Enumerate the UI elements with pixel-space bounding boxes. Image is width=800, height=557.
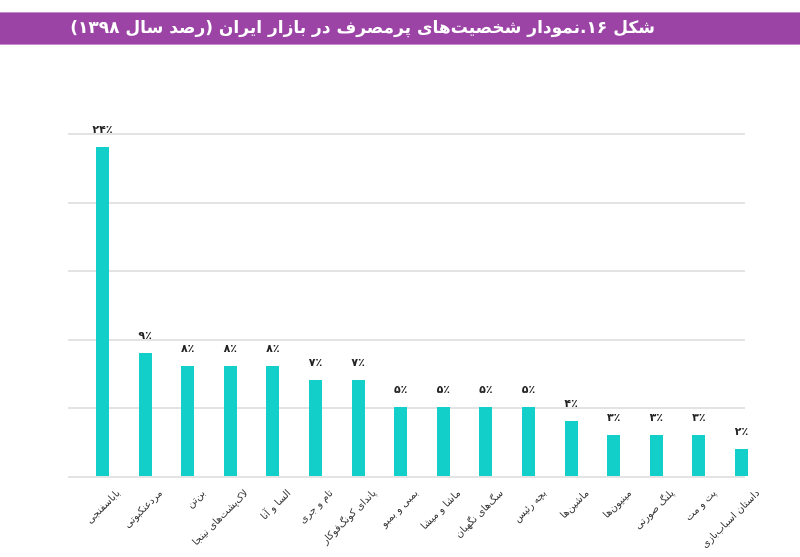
category-label: ماشین‌ها <box>558 488 592 522</box>
gridline <box>68 338 745 341</box>
chart-title: شکل ۱۶.نمودار شخصیت‌های پرمصرف در بازار … <box>70 18 655 38</box>
bar <box>351 379 365 476</box>
value-label: ۵٪ <box>436 383 451 397</box>
value-label: ۳٪ <box>606 410 621 424</box>
value-label: ۴٪ <box>564 397 578 411</box>
bar <box>479 407 493 476</box>
bar <box>564 421 578 476</box>
value-label: ۸٪ <box>180 342 195 356</box>
category-label: بن‌تن <box>185 488 208 511</box>
category-label: تام و جری <box>297 488 336 526</box>
category-label: السا و آنا <box>258 488 294 523</box>
value-label: ۳٪ <box>649 410 664 424</box>
value-label: ۵٪ <box>393 383 408 397</box>
bar <box>96 146 109 476</box>
bar <box>223 366 237 476</box>
bar <box>138 352 152 476</box>
category-label: مردعنکبوتی <box>122 488 166 531</box>
gridline <box>68 270 745 273</box>
value-label: ۹٪ <box>138 328 152 342</box>
chart-title-bar: شکل ۱۶.نمودار شخصیت‌های پرمصرف در بازار … <box>0 12 800 45</box>
category-label: باباسفنجی <box>84 488 123 527</box>
category-label: بچه رئیس <box>511 488 549 525</box>
bar <box>436 407 450 476</box>
value-label: ۲٪ <box>734 424 749 438</box>
bar <box>607 434 621 476</box>
value-label: ۵٪ <box>479 383 493 397</box>
category-label: ماشا و میشا <box>419 488 464 533</box>
category-label: پلنگ صورتی <box>632 488 677 532</box>
bar <box>309 379 322 476</box>
value-label: ۲۴٪ <box>92 122 113 136</box>
bar <box>522 407 535 476</box>
value-label: ۷٪ <box>351 355 365 369</box>
bar <box>181 366 195 476</box>
gridline <box>68 476 745 478</box>
value-label: ۳٪ <box>692 410 706 424</box>
category-label: بمبی و بمبو <box>379 488 421 530</box>
gridline <box>68 133 745 135</box>
category-label: مینیون‌ها <box>601 488 634 521</box>
value-label: ۸٪ <box>223 342 238 356</box>
bar <box>692 434 706 476</box>
bar <box>394 407 408 476</box>
bar <box>735 448 748 476</box>
bar <box>649 434 663 476</box>
category-label: پت و مت <box>683 488 720 524</box>
value-label: ۵٪ <box>521 383 536 397</box>
value-label: ۷٪ <box>308 355 323 369</box>
bar <box>266 366 280 476</box>
gridline <box>68 201 745 204</box>
value-label: ۸٪ <box>266 342 280 356</box>
